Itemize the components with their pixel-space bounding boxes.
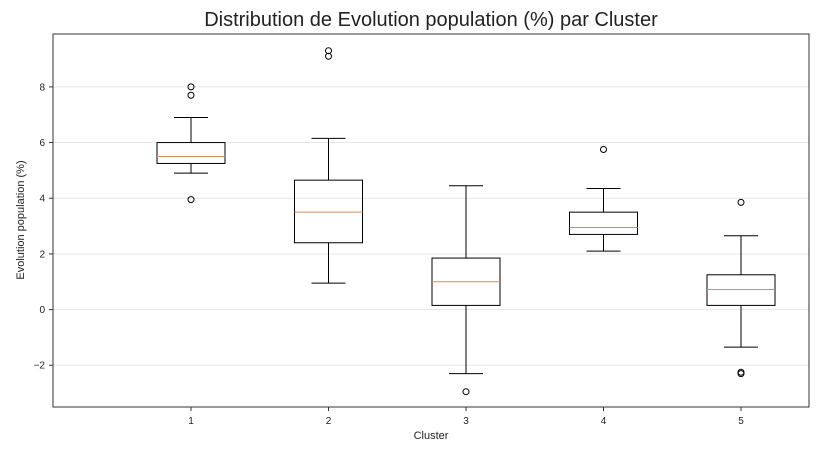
x-tick-label: 4 [601, 416, 607, 427]
y-tick-label: −2 [34, 361, 46, 372]
chart-title: Distribution de Evolution population (%)… [204, 9, 658, 31]
y-tick-label: 8 [39, 82, 45, 93]
outlier-point [325, 52, 332, 60]
x-tick-label: 5 [738, 416, 744, 427]
x-axis-label: Cluster [414, 430, 449, 442]
x-tick-label: 1 [188, 416, 194, 427]
iqr-box [156, 142, 226, 164]
outlier-point [187, 83, 195, 91]
y-tick-label: 0 [39, 305, 45, 316]
x-tick-label: 3 [463, 416, 469, 427]
y-tick-label: 2 [39, 249, 45, 260]
y-axis-label: Evolution population (%) [15, 160, 27, 279]
box-cluster-2 [294, 47, 363, 284]
outlier-point [600, 146, 607, 154]
outlier-point [737, 370, 745, 378]
grid-lines [53, 86, 809, 366]
box-cluster-3 [431, 185, 501, 396]
iqr-box [569, 211, 638, 235]
y-tick-label: 4 [39, 194, 45, 205]
y-axis: −2 0 2 4 6 8 [34, 82, 53, 372]
outlier-point [462, 388, 470, 396]
x-axis: 1 2 3 4 5 [188, 407, 744, 427]
y-tick-label: 6 [39, 138, 45, 149]
boxes [156, 47, 776, 396]
x-tick-label: 2 [326, 416, 332, 427]
plot-frame [52, 33, 810, 408]
box-cluster-5 [706, 198, 776, 378]
iqr-box [294, 179, 363, 244]
box-cluster-1 [156, 83, 226, 204]
iqr-box [706, 274, 776, 306]
outlier-point [187, 91, 195, 99]
outlier-point [737, 198, 745, 206]
outlier-point [187, 196, 195, 204]
box-cluster-4 [569, 146, 638, 252]
